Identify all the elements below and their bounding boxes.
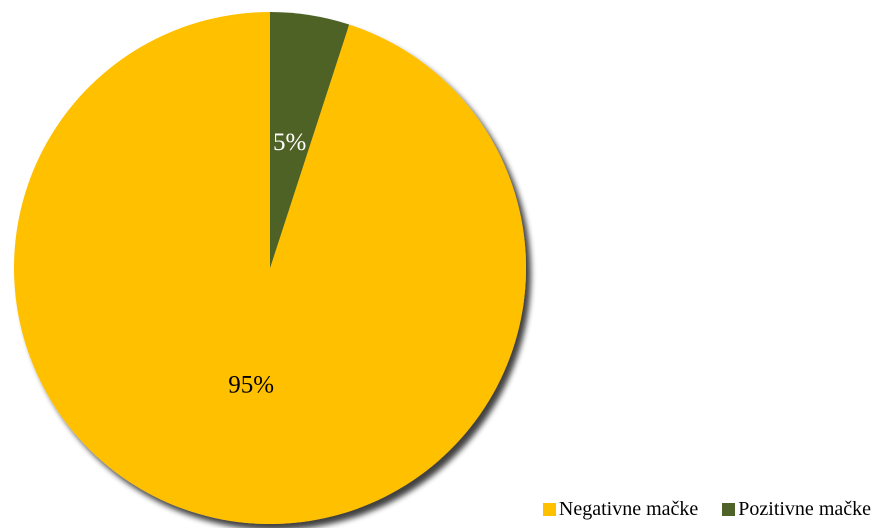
legend-swatch-negative [542, 503, 556, 516]
data-label-negative: 95% [228, 372, 274, 399]
pie-data-labels: 95% 5% [228, 129, 306, 399]
legend-swatch-positive [722, 503, 736, 516]
pie-slice-negative [14, 12, 526, 524]
legend: Negativne mačke Pozitivne mačke [542, 498, 871, 521]
legend-item-positive: Pozitivne mačke [722, 498, 871, 521]
pie-slices [14, 12, 526, 524]
legend-label-negative: Negativne mačke [558, 498, 699, 520]
pie-slice-positive [270, 12, 350, 268]
legend-label-positive: Pozitivne mačke [738, 498, 871, 520]
legend-item-negative: Negativne mačke [542, 498, 699, 521]
data-label-positive: 5% [273, 129, 306, 156]
